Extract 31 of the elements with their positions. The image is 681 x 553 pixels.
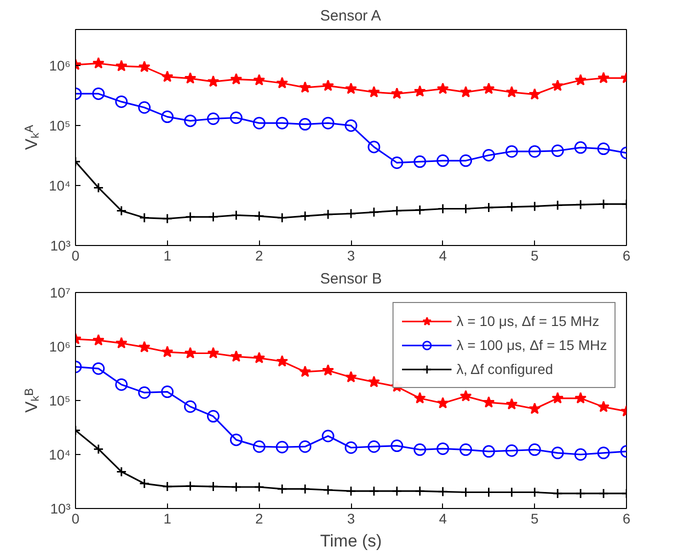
y-tick-label: 10⁶: [49, 338, 71, 354]
y-tick-label: 10⁵: [49, 392, 71, 408]
x-tick-label: 0: [72, 248, 80, 264]
x-tick-label: 1: [163, 248, 172, 264]
y-tick-label: 10³: [50, 500, 71, 516]
y-tick-label: 10⁶: [49, 58, 71, 74]
x-axis-title: Time (s): [320, 532, 382, 550]
x-tick-label: 3: [347, 248, 356, 264]
y-axis-title: Vₖᴬ: [22, 124, 41, 150]
y-tick-label: 10³: [50, 238, 71, 254]
x-tick-label: 1: [163, 510, 172, 526]
x-tick-label: 2: [255, 510, 264, 526]
x-tick-label: 6: [622, 248, 631, 264]
x-tick-label: 2: [255, 248, 264, 264]
x-tick-label: 4: [438, 510, 447, 526]
legend-label: λ = 10 μs, Δf = 15 MHz: [456, 313, 600, 329]
chart-title: Sensor B: [320, 270, 382, 288]
x-tick-label: 6: [622, 510, 631, 526]
chart-title: Sensor A: [320, 8, 382, 24]
x-tick-label: 5: [530, 248, 539, 264]
x-tick-label: 0: [72, 510, 80, 526]
x-tick-label: 5: [530, 510, 539, 526]
x-tick-label: 4: [438, 248, 447, 264]
y-axis-title: Vₖᴮ: [22, 388, 41, 413]
y-tick-label: 10⁷: [50, 284, 71, 300]
legend-label: λ = 100 μs, Δf = 15 MHz: [456, 337, 607, 353]
x-tick-label: 3: [347, 510, 356, 526]
y-tick-label: 10⁴: [48, 178, 71, 194]
legend-label: λ, Δf configured: [456, 361, 554, 377]
y-tick-label: 10⁴: [48, 446, 71, 462]
y-tick-label: 10⁵: [49, 118, 71, 134]
